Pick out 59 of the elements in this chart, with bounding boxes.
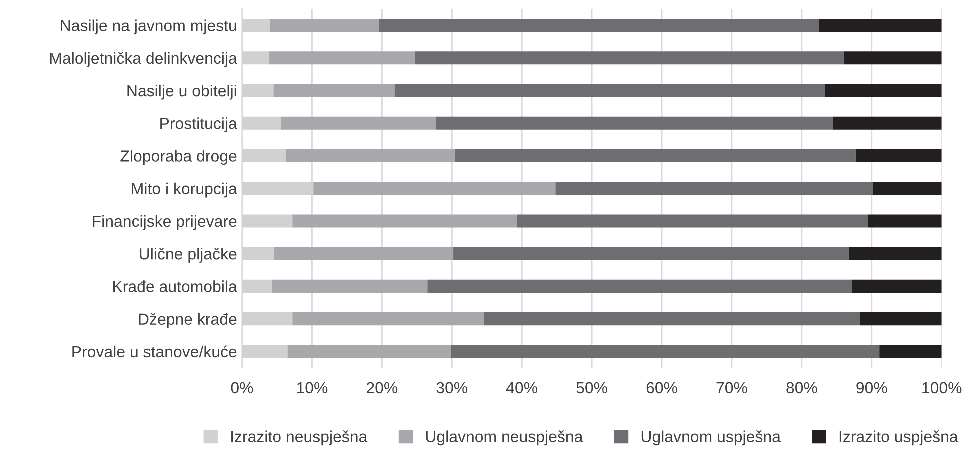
x-tick-label: 20%	[366, 382, 398, 394]
bar	[852, 280, 942, 293]
x-tick-label: 50%	[576, 382, 608, 394]
legend-label: Uglavnom neuspješna	[426, 430, 584, 446]
bar	[436, 116, 834, 130]
y-tick-label: Financijske prijevare	[93, 215, 237, 230]
bar	[844, 52, 942, 65]
bar	[428, 280, 852, 293]
bar	[860, 312, 942, 326]
bar	[880, 345, 942, 358]
x-tick-label: 0%	[231, 382, 254, 394]
bar	[281, 116, 436, 130]
bar	[270, 52, 416, 65]
bar	[286, 149, 455, 163]
bar	[394, 84, 826, 98]
bar	[314, 182, 556, 196]
y-tick-label: Maloljetnička delinkvencija	[50, 52, 238, 68]
bar	[819, 18, 942, 32]
bar	[848, 247, 942, 260]
y-tick-label: Zloporaba droge	[120, 150, 237, 166]
bar	[451, 345, 880, 358]
x-tick-label: 10%	[297, 382, 328, 394]
bar	[484, 312, 860, 326]
bar	[556, 182, 874, 196]
bar	[454, 149, 856, 163]
bar	[288, 345, 452, 358]
x-tick-label: 80%	[786, 382, 818, 394]
x-tick-label: 70%	[716, 382, 748, 394]
x-tick-label: 60%	[646, 382, 678, 394]
bar	[292, 312, 484, 326]
bar	[379, 18, 820, 32]
x-tick-label: 30%	[436, 382, 468, 394]
bar	[825, 84, 942, 98]
bar	[415, 52, 844, 65]
y-tick-label: Nasilje na javnom mjestu	[61, 20, 236, 35]
x-tick-label: 90%	[856, 382, 888, 394]
y-tick-label: Mito i korupcija	[132, 182, 238, 198]
y-tick-label: Krađe automobila	[114, 280, 238, 292]
bar	[517, 214, 868, 228]
bar	[856, 149, 942, 163]
y-tick-label: Provale u stanove/kuće	[72, 346, 237, 358]
legend-label: Izrazito neuspješna	[232, 430, 368, 446]
x-tick-label: 40%	[506, 382, 538, 394]
bar	[454, 247, 849, 260]
x-tick-label: 100%	[922, 382, 962, 394]
bar	[873, 182, 942, 196]
y-tick-label: Džepne krađe	[139, 313, 237, 328]
bar	[272, 280, 428, 293]
legend-label: Uglavnom uspješna	[642, 430, 781, 446]
y-tick-label: Ulične pljačke	[140, 248, 237, 263]
bar	[274, 247, 454, 260]
bar	[868, 214, 942, 228]
bar	[270, 18, 380, 32]
bar	[274, 84, 395, 98]
legend-label: Izrazito uspješna	[840, 430, 958, 446]
bar	[292, 214, 518, 228]
y-tick-label: Prostitucija	[160, 118, 238, 132]
bar	[833, 116, 942, 130]
y-tick-label: Nasilje u obitelji	[128, 84, 236, 100]
